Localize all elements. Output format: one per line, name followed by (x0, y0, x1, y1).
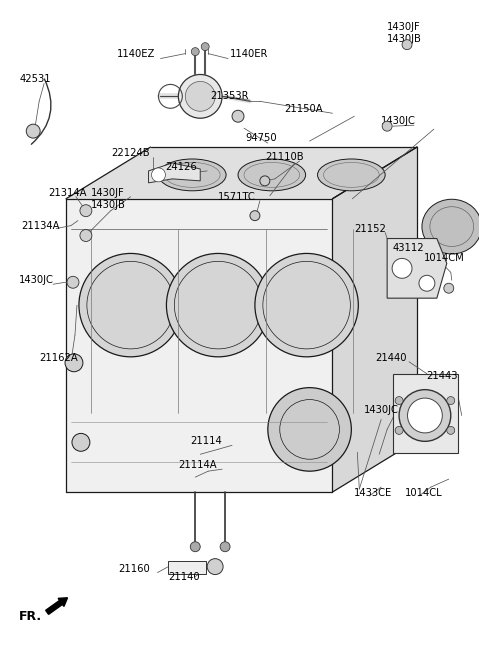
Circle shape (250, 211, 260, 220)
Bar (168, 561, 206, 573)
Text: 21110B: 21110B (265, 152, 303, 162)
Text: 1430JC: 1430JC (381, 116, 416, 126)
Circle shape (255, 253, 358, 357)
Text: 21134A: 21134A (21, 220, 60, 231)
Circle shape (268, 388, 351, 471)
Circle shape (260, 176, 270, 186)
Circle shape (201, 43, 209, 51)
Circle shape (179, 75, 222, 118)
Circle shape (167, 253, 270, 357)
Circle shape (207, 559, 223, 575)
Text: 94750: 94750 (245, 133, 276, 143)
Text: 1433CE: 1433CE (354, 488, 393, 498)
Text: 21114A: 21114A (179, 461, 217, 470)
Text: 21160: 21160 (119, 564, 150, 573)
Ellipse shape (318, 159, 385, 191)
Circle shape (152, 168, 166, 182)
Text: 1014CM: 1014CM (424, 253, 465, 264)
Text: 42531: 42531 (19, 74, 51, 85)
Text: 1430JB: 1430JB (91, 199, 126, 210)
Polygon shape (66, 199, 333, 492)
Text: FR.: FR. (19, 610, 42, 623)
Text: 21353R: 21353R (210, 91, 249, 101)
Circle shape (185, 81, 215, 112)
Ellipse shape (422, 199, 480, 254)
Text: 24126: 24126 (166, 162, 197, 172)
Circle shape (80, 230, 92, 241)
Circle shape (65, 354, 83, 372)
Text: 1571TC: 1571TC (218, 192, 256, 202)
Circle shape (402, 39, 412, 50)
Text: 21443: 21443 (426, 371, 457, 380)
Circle shape (447, 426, 455, 434)
Text: 22124B: 22124B (111, 148, 149, 158)
Polygon shape (333, 147, 417, 492)
Text: 1430JB: 1430JB (387, 33, 422, 44)
Text: 21150A: 21150A (285, 104, 324, 114)
Circle shape (395, 426, 403, 434)
Circle shape (220, 542, 230, 552)
Text: 1430JF: 1430JF (91, 188, 125, 198)
Polygon shape (66, 147, 417, 199)
Text: 21162A: 21162A (39, 353, 78, 363)
FancyArrow shape (46, 598, 68, 615)
Circle shape (67, 276, 79, 288)
Circle shape (26, 124, 40, 138)
Circle shape (190, 542, 200, 552)
Text: 1430JC: 1430JC (364, 405, 399, 415)
Text: 21114: 21114 (190, 436, 222, 446)
Text: 21140: 21140 (168, 571, 200, 582)
Ellipse shape (158, 159, 226, 191)
Polygon shape (387, 239, 447, 298)
Circle shape (419, 276, 435, 291)
Text: 1140ER: 1140ER (230, 49, 268, 58)
Circle shape (447, 397, 455, 405)
Bar (393, 374, 458, 453)
Circle shape (192, 48, 199, 56)
Circle shape (79, 253, 182, 357)
Polygon shape (148, 163, 200, 183)
Circle shape (444, 283, 454, 293)
Ellipse shape (238, 159, 306, 191)
Text: 21152: 21152 (354, 224, 386, 234)
Text: 1430JC: 1430JC (19, 276, 54, 285)
Circle shape (80, 205, 92, 216)
Circle shape (72, 434, 90, 451)
Text: 43112: 43112 (392, 243, 424, 253)
Circle shape (382, 121, 392, 131)
Text: 1430JF: 1430JF (387, 22, 421, 31)
Circle shape (395, 397, 403, 405)
Text: 1140EZ: 1140EZ (117, 49, 156, 58)
Ellipse shape (408, 398, 443, 433)
Circle shape (232, 110, 244, 122)
Text: 21314A: 21314A (48, 188, 86, 198)
Ellipse shape (399, 390, 451, 441)
Text: 21440: 21440 (375, 353, 407, 363)
Text: 1014CL: 1014CL (405, 488, 443, 498)
Circle shape (392, 258, 412, 278)
